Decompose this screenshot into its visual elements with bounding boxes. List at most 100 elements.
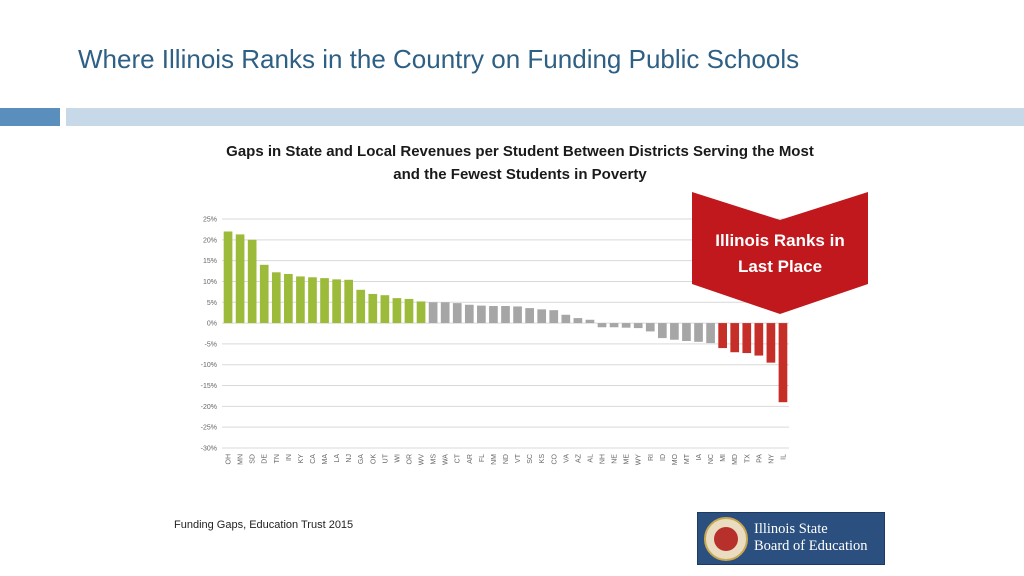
- x-tick-label: KY: [298, 454, 305, 464]
- x-tick-label: CA: [310, 454, 317, 464]
- bar-va: [561, 314, 571, 324]
- bar-nj: [344, 279, 354, 324]
- y-tick-label: 25%: [203, 217, 217, 224]
- callout-line-2: Last Place: [737, 257, 823, 276]
- x-tick-label: AR: [467, 454, 474, 464]
- illinois-rank-callout: Illinois Ranks in Last Place: [690, 192, 870, 314]
- bar-az: [573, 318, 583, 324]
- header-band-right: [66, 108, 1024, 126]
- bar-sd: [247, 239, 257, 324]
- bar-tn: [271, 272, 281, 324]
- x-tick-label: MI: [720, 454, 727, 462]
- bar-ct: [452, 303, 462, 324]
- callout-text: Illinois Ranks in Last Place: [690, 228, 870, 280]
- x-tick-label: MO: [672, 453, 679, 465]
- bar-in: [284, 273, 293, 324]
- x-tick-label: CO: [551, 453, 558, 464]
- x-tick-label: NC: [708, 454, 715, 464]
- bar-nh: [597, 323, 607, 328]
- bar-mi: [718, 323, 727, 349]
- bar-ga: [356, 289, 366, 324]
- bar-md: [730, 323, 740, 353]
- y-tick-label: -10%: [201, 362, 217, 369]
- y-tick-label: -20%: [201, 404, 217, 411]
- x-tick-label: ME: [624, 454, 631, 465]
- x-tick-label: WA: [443, 454, 450, 465]
- bar-fl: [477, 305, 486, 324]
- y-tick-label: -5%: [205, 341, 217, 348]
- bar-la: [332, 279, 341, 324]
- y-tick-label: 15%: [203, 258, 217, 265]
- bar-me: [621, 323, 631, 328]
- bar-ny: [766, 323, 776, 363]
- x-tick-label: IA: [696, 454, 703, 461]
- x-tick-label: AL: [587, 454, 594, 463]
- x-tick-label: OH: [226, 454, 233, 465]
- bar-wy: [633, 323, 643, 329]
- x-tick-label: RI: [648, 454, 655, 461]
- y-tick-label: 0%: [207, 321, 217, 328]
- x-tick-label: MN: [238, 454, 245, 465]
- x-tick-label: WI: [394, 454, 401, 463]
- bar-ms: [428, 302, 438, 324]
- x-tick-label: WV: [419, 454, 426, 466]
- x-tick-label: GA: [358, 454, 365, 464]
- bar-vt: [513, 306, 522, 324]
- x-tick-label: KS: [539, 454, 546, 464]
- bar-ne: [609, 323, 619, 328]
- bar-id: [657, 323, 667, 339]
- y-tick-label: -15%: [201, 383, 217, 390]
- y-tick-label: 10%: [203, 279, 217, 286]
- bar-sc: [525, 308, 534, 324]
- bar-ok: [368, 293, 378, 324]
- x-tick-label: AZ: [575, 453, 582, 463]
- callout-shape: [692, 192, 868, 314]
- x-tick-label: NY: [768, 454, 775, 464]
- x-tick-label: NH: [600, 454, 607, 464]
- slide-title: Where Illinois Ranks in the Country on F…: [78, 44, 800, 74]
- isbe-logo: Illinois State Board of Education: [697, 512, 885, 565]
- logo-line-1: Illinois State: [754, 521, 828, 537]
- x-tick-label: NM: [491, 454, 498, 465]
- bar-mo: [670, 323, 679, 340]
- x-tick-label: IL: [780, 454, 787, 460]
- x-tick-label: ND: [503, 454, 510, 464]
- source-citation: Funding Gaps, Education Trust 2015: [174, 519, 354, 531]
- y-tick-label: 5%: [207, 300, 217, 307]
- x-tick-label: NJ: [346, 454, 353, 463]
- bar-or: [404, 298, 414, 324]
- x-tick-label: LA: [334, 454, 341, 463]
- x-tick-label: OR: [406, 454, 413, 465]
- x-tick-label: CT: [455, 453, 462, 463]
- bar-wv: [416, 301, 426, 324]
- bar-ri: [645, 323, 655, 332]
- bar-ma: [320, 278, 329, 324]
- state-seal-icon: [704, 517, 748, 561]
- bar-de: [259, 264, 269, 324]
- callout-line-1: Illinois Ranks in: [715, 231, 845, 250]
- bar-il: [778, 323, 788, 403]
- bar-ks: [537, 309, 547, 324]
- bar-pa: [754, 323, 764, 356]
- x-tick-label: NE: [612, 454, 619, 464]
- x-tick-label: TN: [274, 454, 281, 463]
- bar-tx: [742, 323, 752, 354]
- logo-line-2: Board of Education: [754, 538, 868, 554]
- bar-nm: [489, 306, 498, 324]
- bar-nc: [706, 323, 715, 344]
- bar-ca: [308, 277, 317, 324]
- x-tick-label: PA: [756, 454, 763, 463]
- x-tick-label: MD: [732, 454, 739, 465]
- x-tick-label: TX: [744, 454, 751, 463]
- logo-text: Illinois State Board of Education: [754, 521, 868, 555]
- y-tick-label: -30%: [201, 446, 217, 453]
- x-tick-label: MT: [684, 453, 691, 464]
- x-tick-label: VA: [563, 454, 570, 463]
- y-tick-label: -25%: [201, 425, 217, 432]
- chart-title: Gaps in State and Local Revenues per Stu…: [170, 140, 870, 186]
- x-tick-label: VT: [515, 453, 522, 463]
- x-tick-label: OK: [370, 454, 377, 464]
- x-tick-label: SD: [250, 454, 257, 464]
- bar-al: [585, 319, 595, 324]
